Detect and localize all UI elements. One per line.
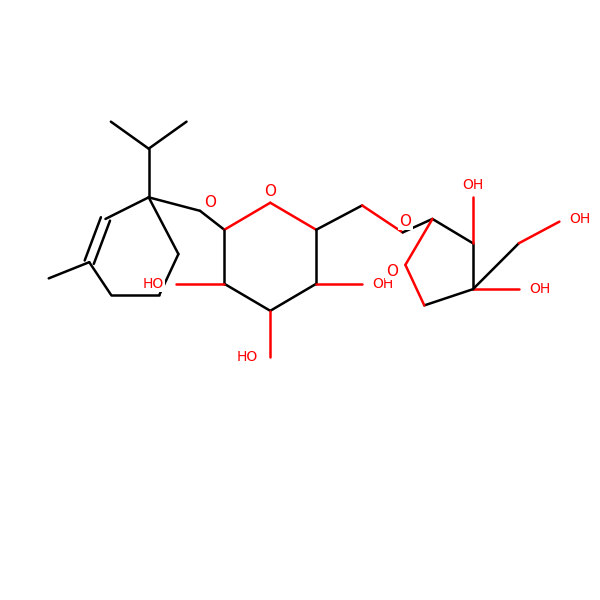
Text: O: O [264, 184, 276, 199]
Text: O: O [386, 264, 398, 279]
Text: O: O [204, 195, 216, 210]
Text: O: O [400, 214, 412, 229]
Text: HO: HO [142, 277, 164, 291]
Text: OH: OH [569, 212, 590, 226]
Text: OH: OH [372, 277, 394, 291]
Text: OH: OH [529, 282, 550, 296]
Text: OH: OH [463, 178, 484, 193]
Text: HO: HO [237, 350, 258, 364]
